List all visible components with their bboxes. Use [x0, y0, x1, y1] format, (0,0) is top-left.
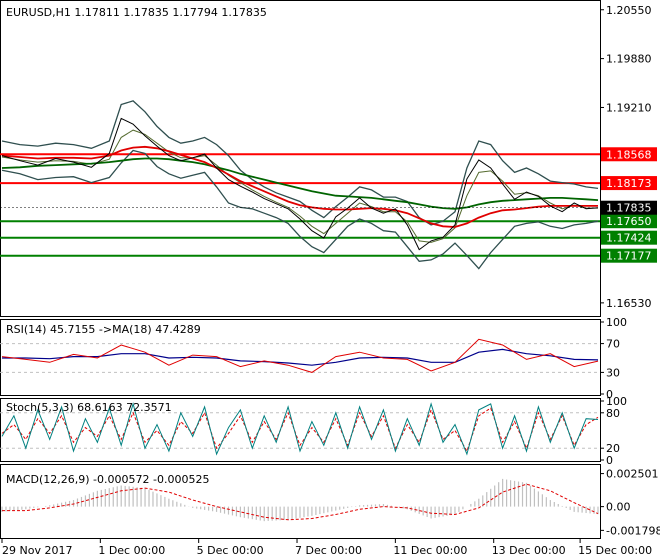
macd-axis-tick-label: 0.002501	[606, 468, 659, 481]
rsi-line	[1, 338, 599, 373]
x-axis-tick-label: 15 Dec 00:00	[578, 544, 652, 557]
bollinger-lower-line	[1, 149, 599, 270]
level-price-tag	[601, 230, 657, 245]
price-axis-tick-label: 1.19880	[606, 53, 652, 66]
level-price-tag	[601, 176, 657, 191]
bollinger-upper-line	[1, 100, 599, 226]
fast-ma-line	[1, 129, 598, 243]
rsi-axis-tick-label: 0	[606, 388, 613, 401]
price-axis-tick-label: 1.19210	[606, 101, 652, 114]
macd-axis-tick-label: 0.00	[606, 501, 631, 514]
rsi-panel-title: RSI(14) 45.7155 ->MA(18) 47.4289	[6, 323, 201, 336]
stoch-panel-frame	[0, 398, 601, 462]
axis-labels: 1.20550 1.19880 1.19210 1.16530 1.18568 1.181…	[1, 4, 660, 557]
level-price-tag	[601, 214, 657, 229]
macd-panel-frame	[0, 464, 601, 539]
macd-panel-title: MACD(12,26,9) -0.000572 -0.000525	[6, 473, 209, 486]
current-price-tag	[601, 200, 657, 215]
x-axis-tick-label: 5 Dec 00:00	[197, 544, 264, 557]
stoch-axis-tick-label: 80	[606, 407, 620, 420]
x-axis-tick-label: 13 Dec 00:00	[492, 544, 566, 557]
x-axis-tick-label: 29 Nov 2017	[2, 544, 72, 557]
stoch-axis-tick-label: 20	[606, 442, 620, 455]
x-axis-tick-label: 7 Dec 00:00	[295, 544, 362, 557]
level-price-label: 1.17650	[606, 215, 652, 228]
rsi-axis-tick-label: 70	[606, 338, 620, 351]
x-axis-tick-label: 11 Dec 00:00	[393, 544, 467, 557]
level-price-label: 1.17424	[606, 232, 652, 245]
price-plot	[0, 100, 600, 270]
green-ma-line	[1, 157, 599, 210]
level-price-label: 1.17177	[606, 250, 652, 263]
stoch-axis-tick-label: 100	[606, 395, 627, 408]
stoch-panel-title: Stoch(5,3,3) 68.6163 72.3571	[6, 401, 172, 414]
rsi-panel-frame	[0, 319, 601, 396]
x-axis-tick-label: 1 Dec 00:00	[98, 544, 165, 557]
price-panel-frame	[0, 0, 601, 317]
rsi-plot	[0, 338, 600, 373]
stoch-signal-line	[1, 407, 599, 453]
level-price-label: 1.18568	[606, 148, 652, 161]
macd-signal-line	[2, 483, 599, 521]
price-axis-tick-label: 1.20550	[606, 4, 652, 17]
macd-plot	[1, 478, 599, 522]
level-price-tag	[601, 248, 657, 263]
macd-axis-tick-label: -0.001798	[606, 524, 660, 537]
current-price-label: 1.17835	[606, 202, 652, 215]
price-axis-tick-label: 1.16530	[606, 297, 652, 310]
rsi-axis-tick-label: 100	[606, 316, 627, 329]
stoch-axis-tick-label: 0	[606, 454, 613, 467]
level-price-label: 1.18173	[606, 177, 652, 190]
stoch-main-line	[1, 402, 599, 456]
price-line	[1, 117, 599, 251]
red-ma-line	[1, 145, 598, 228]
price-panel-title: EURUSD,H1 1.17811 1.17835 1.17794 1.1783…	[6, 6, 267, 19]
rsi-axis-tick-label: 30	[606, 366, 620, 379]
level-price-tag	[601, 147, 657, 162]
stoch-plot	[0, 402, 600, 456]
